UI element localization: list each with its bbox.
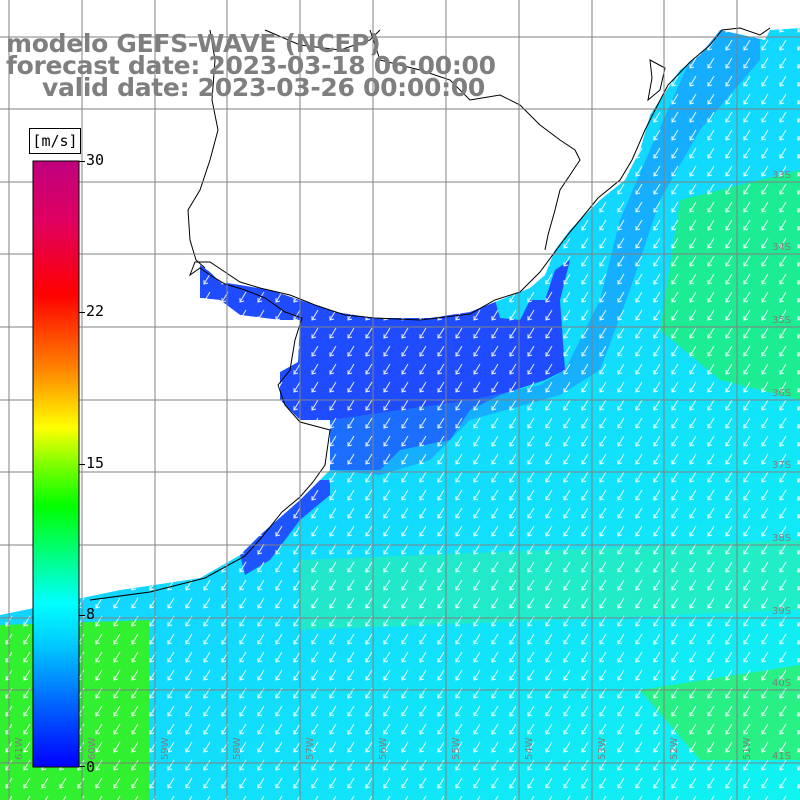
lon-label: 57W <box>305 737 316 760</box>
lat-label: 38S <box>772 533 791 544</box>
lat-label: 35S <box>772 315 791 326</box>
lon-label: 51W <box>742 737 753 760</box>
title-forecast-date: forecast date: 2023-03-18 06:00:00 <box>6 51 496 80</box>
colorbar-tick-mark <box>79 161 85 162</box>
lon-label: 61W <box>14 737 25 760</box>
lat-label: 37S <box>772 460 791 471</box>
colorbar-unit: [m/s] <box>29 128 81 154</box>
lon-label: 54W <box>524 737 535 760</box>
lat-labels: 33S 34S 35S 36S 37S 38S 39S 40S 41S <box>772 170 791 762</box>
lat-label: 36S <box>772 388 791 399</box>
border-uruguay <box>187 29 219 269</box>
lon-label: 52W <box>669 737 680 760</box>
lat-label: 33S <box>772 170 791 181</box>
title-model: modelo GEFS-WAVE (NCEP) <box>6 29 381 58</box>
colorbar-tick-mark <box>79 312 85 313</box>
lat-label: 34S <box>772 242 791 253</box>
colorbar-tick-label: 15 <box>86 454 105 472</box>
title-valid-date: valid date: 2023-03-26 00:00:00 <box>42 73 485 102</box>
border-north <box>369 29 581 251</box>
lat-label: 39S <box>772 606 791 617</box>
land <box>0 0 800 615</box>
colorbar-tick-label: 22 <box>86 302 105 320</box>
lon-label: 58W <box>232 737 243 760</box>
lat-label: 41S <box>772 751 791 762</box>
colorbar-tick-label: 0 <box>86 758 96 776</box>
land-mass <box>0 0 800 615</box>
lon-label: 60W <box>87 737 98 760</box>
colorbar-gradient <box>32 160 80 768</box>
colorbar-tick-mark <box>79 615 85 616</box>
lagoon <box>647 59 666 102</box>
colorbar-tick-mark <box>79 464 85 465</box>
lon-label: 55W <box>451 737 462 760</box>
lon-label: 53W <box>597 737 608 760</box>
lon-labels: 61W 60W 59W 58W 57W 56W 55W 54W 53W 52W … <box>14 737 753 760</box>
lon-label: 56W <box>378 737 389 760</box>
lon-label: 59W <box>160 737 171 760</box>
colorbar-tick-label: 30 <box>86 151 105 169</box>
lat-label: 40S <box>772 678 791 689</box>
colorbar-tick-label: 8 <box>86 605 96 623</box>
coastline <box>89 27 771 601</box>
colorbar-tick-mark <box>79 766 85 767</box>
